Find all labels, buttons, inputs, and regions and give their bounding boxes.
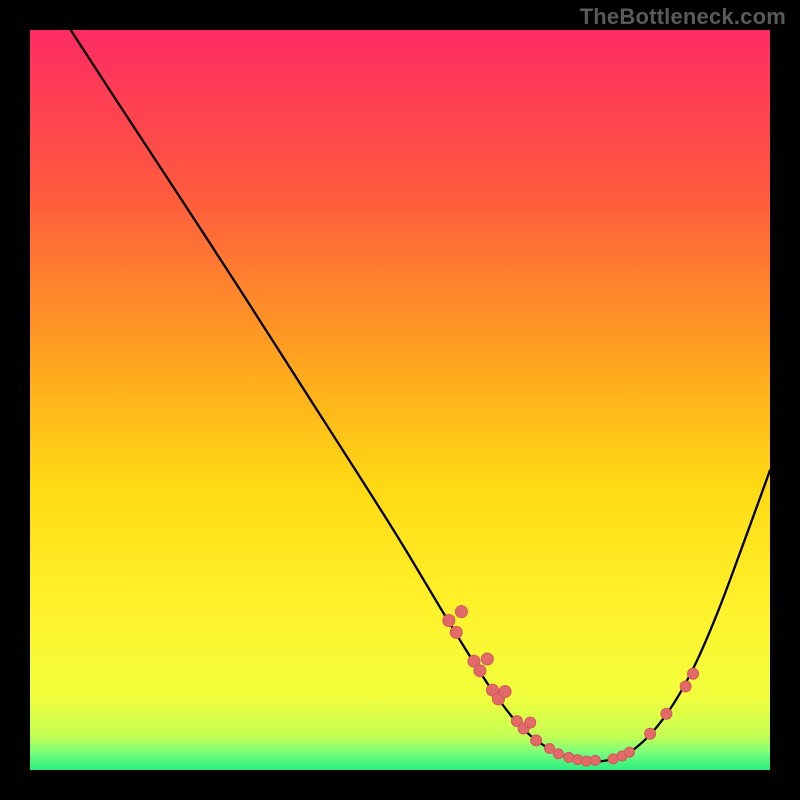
curve-overlay [30, 30, 770, 770]
attribution-text: TheBottleneck.com [580, 4, 786, 30]
marker-point [443, 615, 455, 627]
marker-point [481, 653, 493, 665]
figure-frame: TheBottleneck.com [0, 0, 800, 800]
marker-point [474, 665, 486, 677]
bottleneck-curve [71, 30, 770, 762]
marker-point [680, 681, 691, 692]
marker-point [544, 744, 554, 754]
marker-point [688, 668, 699, 679]
marker-point [553, 749, 563, 759]
plot-area [30, 30, 770, 770]
marker-point [531, 735, 542, 746]
marker-point [624, 747, 634, 757]
marker-point [564, 752, 574, 762]
marker-point [590, 755, 600, 765]
marker-point [661, 708, 672, 719]
marker-point [499, 686, 511, 698]
marker-point [525, 717, 536, 728]
data-markers [443, 606, 699, 766]
marker-point [645, 728, 656, 739]
marker-point [455, 606, 467, 618]
marker-point [450, 626, 462, 638]
marker-point [573, 755, 583, 765]
